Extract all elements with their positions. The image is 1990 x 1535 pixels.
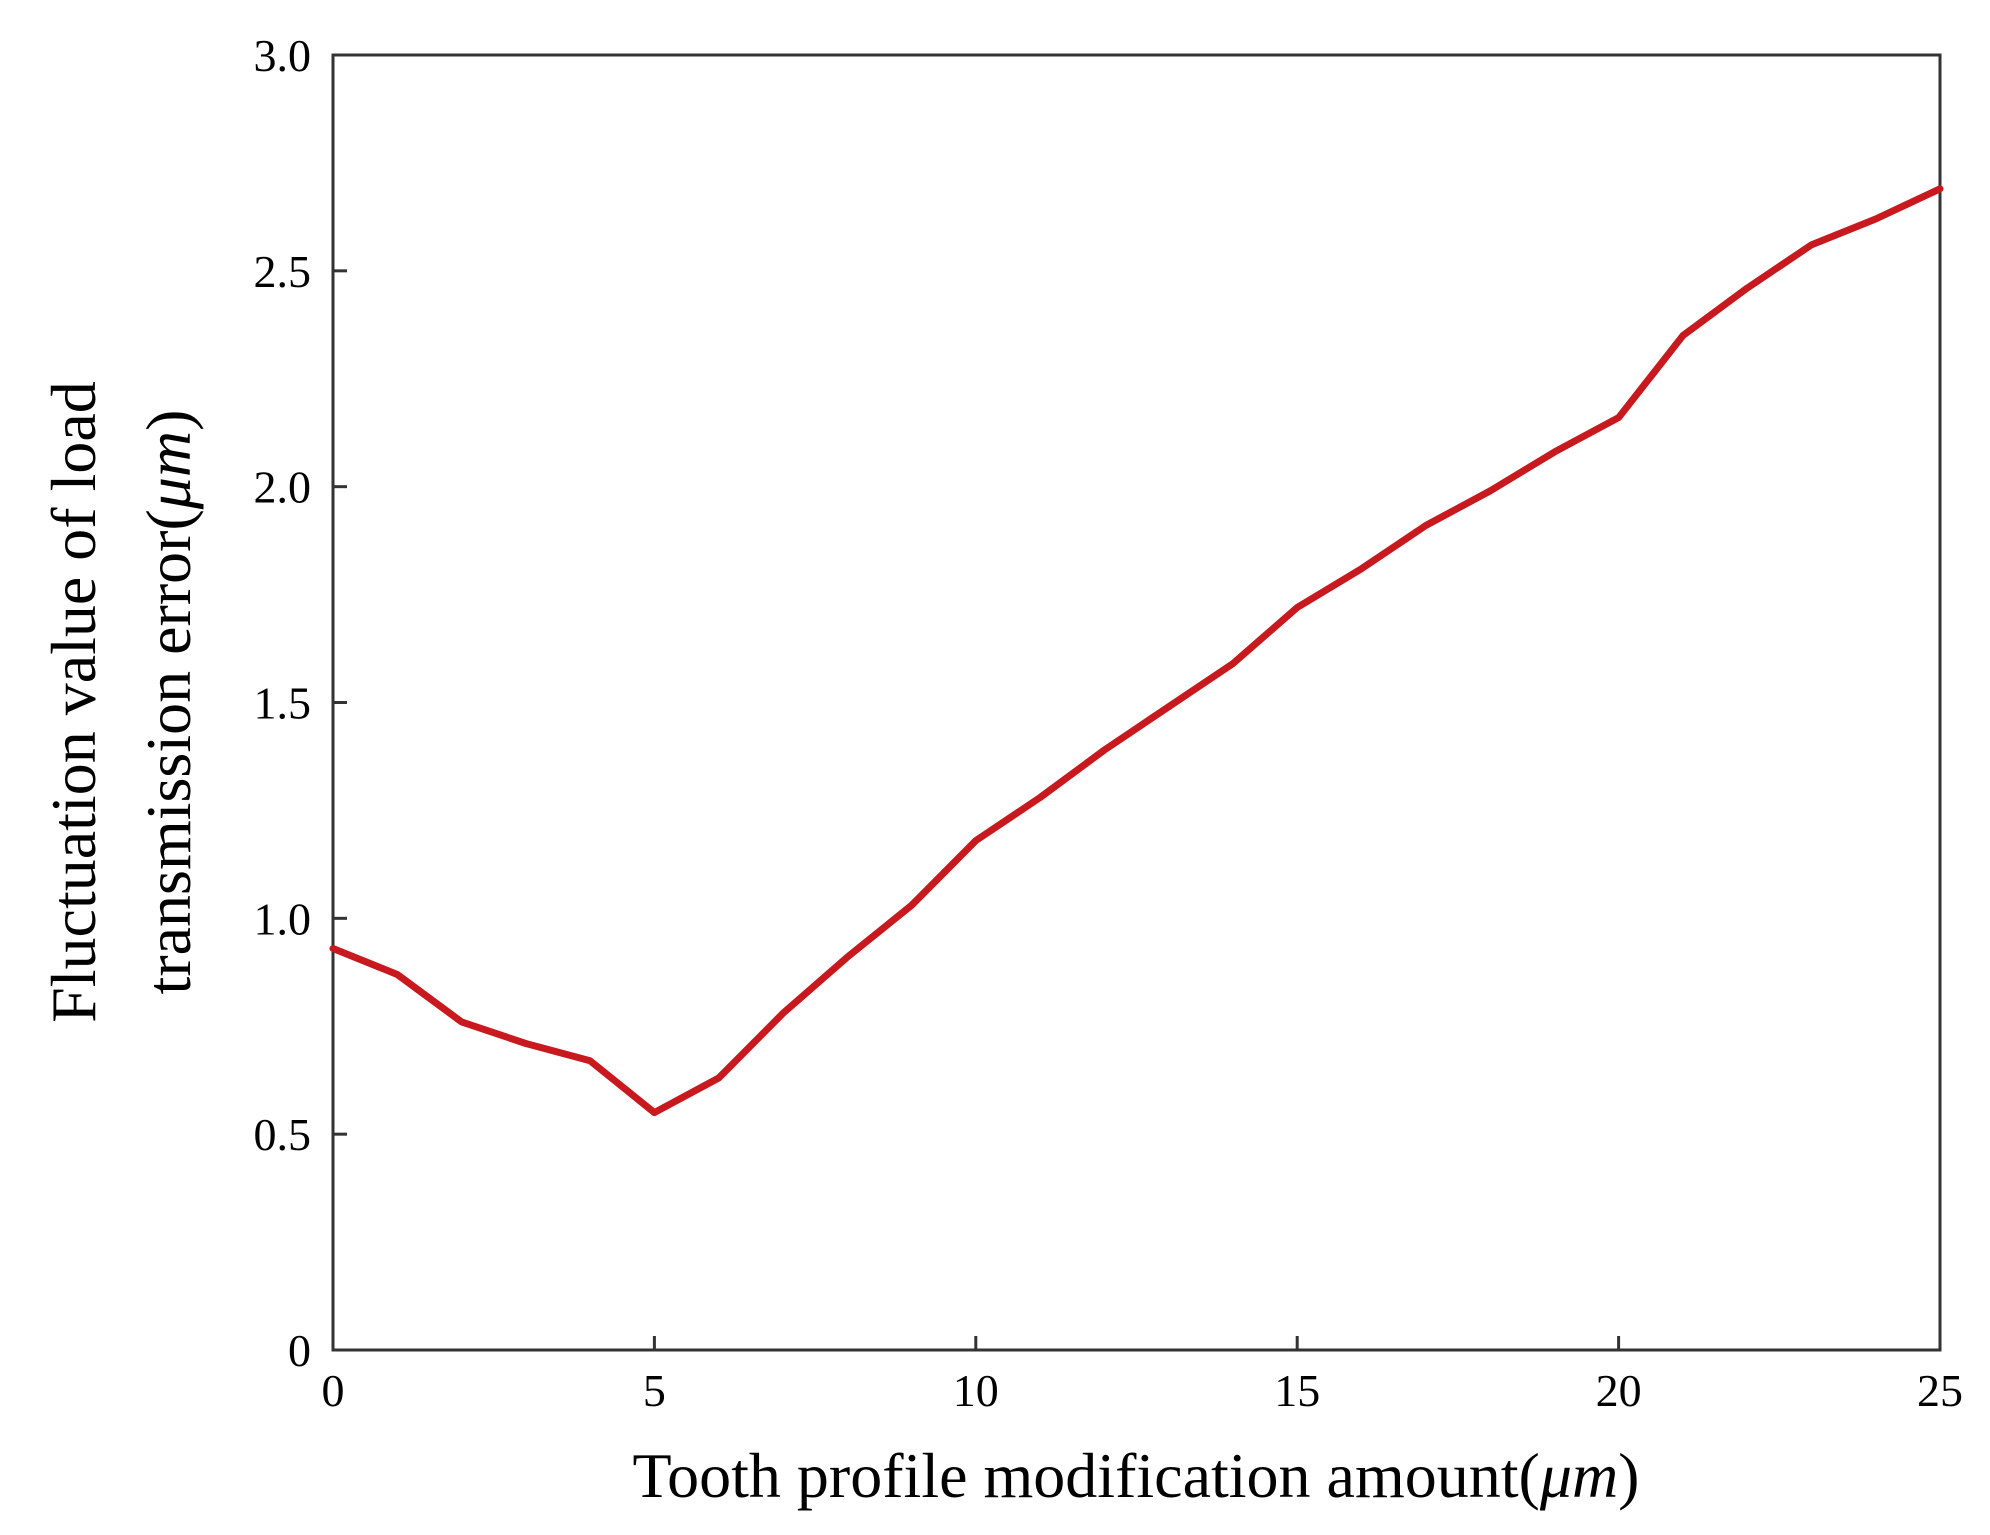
series-layer [329, 185, 1944, 1117]
y-tick-label: 1.0 [254, 893, 312, 944]
y-tick-label: 2.0 [254, 462, 312, 513]
y-tick-label: 2.5 [254, 246, 312, 297]
y-axis-title-unit: μm [133, 431, 204, 510]
x-axis-ticks: 0 5 10 15 20 25 [322, 1336, 1963, 1416]
y-tick-label: 1.5 [254, 678, 312, 729]
x-axis-title-text: Tooth profile modification amount( [633, 1440, 1540, 1511]
y-axis-ticks: 0 0.5 1.0 1.5 2.0 2.5 3.0 [254, 30, 347, 1376]
x-tick-label: 10 [953, 1365, 999, 1416]
y-axis-title-line1: Fluctuation value of load [38, 381, 109, 1023]
x-axis-title: Tooth profile modification amount(μm) [633, 1440, 1640, 1511]
y-axis-title-line2: transmission error(μm) [133, 410, 204, 995]
y-tick-label: 0.5 [254, 1109, 312, 1160]
plot-frame [331, 53, 1942, 1352]
x-tick-label: 20 [1596, 1365, 1642, 1416]
y-tick-label: 0 [288, 1325, 311, 1376]
x-tick-label: 0 [322, 1365, 345, 1416]
y-axis-title: Fluctuation value of load transmission e… [38, 381, 204, 1023]
x-tick-label: 5 [643, 1365, 666, 1416]
x-axis-title-unit: μm [1539, 1440, 1618, 1511]
x-tick-label: 15 [1274, 1365, 1320, 1416]
y-axis-title-close: ) [133, 410, 204, 431]
series-line [329, 185, 1944, 1117]
x-axis-title-close: ) [1618, 1440, 1639, 1511]
y-axis-title-line2-text: transmission error( [133, 509, 204, 994]
y-tick-label: 3.0 [254, 30, 312, 81]
x-tick-label: 25 [1917, 1365, 1963, 1416]
